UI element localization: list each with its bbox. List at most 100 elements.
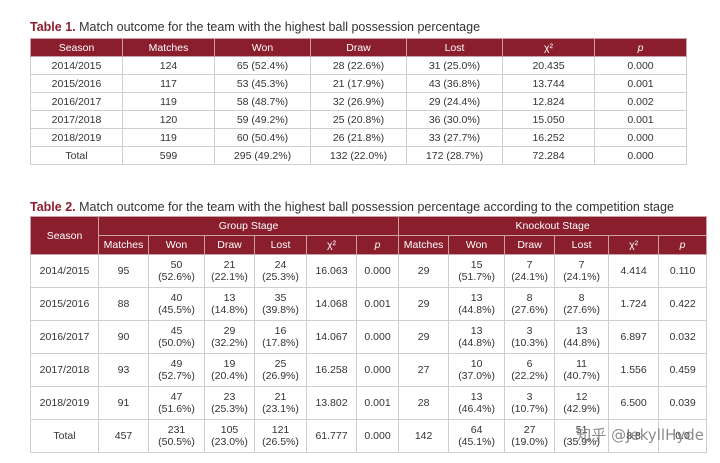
table2-cell-line: (24.1%) <box>511 271 548 283</box>
table2-cell: 6.897 <box>608 320 660 354</box>
table1-cell: Total <box>30 146 123 165</box>
table1-cell: 72.284 <box>502 146 595 165</box>
table2-cell: 13 (44.8%) <box>554 320 610 354</box>
table2-cell: 8 (27.6%) <box>504 287 556 321</box>
table2-cell-line: 10 <box>470 358 483 370</box>
table2-cell-line: (37.0%) <box>458 370 495 382</box>
table2-label: Table 2. <box>30 200 76 214</box>
table2-cell-line: 15 <box>470 259 483 271</box>
table2-cell-line: 0.032 <box>669 331 696 343</box>
table2-cell: 95 <box>98 254 149 288</box>
table2-cell-line: (51.6%) <box>158 403 195 415</box>
table2-cell: 21 (23.1%) <box>254 386 307 420</box>
table2-cell: 90 <box>98 320 149 354</box>
table2-cell: 45 (50.0%) <box>148 320 205 354</box>
table2-cell: 21 (22.1%) <box>204 254 255 288</box>
table-row: 2016/2017 119 58 (48.7%) 32 (26.9%) 29 (24.4… <box>30 92 687 111</box>
table2-cell: 16.258 <box>306 353 357 387</box>
table2-cell-line: 29 <box>417 265 430 277</box>
table2-cell: 6 (22.2%) <box>504 353 556 387</box>
table2-cell-line: 0.0 <box>675 430 690 442</box>
table2-cell-line: (44.8%) <box>458 304 495 316</box>
table2-cell-line: 0.110 <box>669 265 696 277</box>
table2-cell-line: 16.258 <box>315 364 348 376</box>
table1-cell: 15.050 <box>502 110 595 129</box>
table2-cell-line: 0.001 <box>364 298 391 310</box>
table2-cell-line: (35.9%) <box>563 436 600 448</box>
table2-subheader-cell: χ² <box>306 235 357 255</box>
table-row: Total 457 231 (50.5%) 105 (23.0%) 121 (26.5%) 61… <box>30 419 708 453</box>
table1-cell: 28 (22.6%) <box>310 56 407 75</box>
table2-season-header: Season <box>30 216 99 255</box>
table1-cell: 172 (28.7%) <box>406 146 503 165</box>
table2-cell: 10 (37.0%) <box>448 353 506 387</box>
table2-subheader-cell: Lost <box>254 235 307 255</box>
table2-cell-line: 7 <box>578 259 585 271</box>
table2-cell: 142 <box>398 419 450 453</box>
table2-cell-line: 6.897 <box>620 331 647 343</box>
table2-cell: 0.0 <box>658 419 708 453</box>
table2-cell-line: 8.8 <box>626 430 641 442</box>
table2-cell-line: (27.6%) <box>563 304 600 316</box>
table2-cell-line: 21 <box>274 391 287 403</box>
table2-cell-line: 3 <box>526 325 533 337</box>
table2-cell-line: 6 <box>526 358 533 370</box>
table-row: 2016/2017 90 45 (50.0%) 29 (32.2%) 16 (17.8%) 14… <box>30 320 708 354</box>
table1-header-cell: Matches <box>122 38 215 57</box>
table2-cell-line: 27 <box>417 364 430 376</box>
table2-cell-line: 40 <box>170 292 183 304</box>
table2-cell: 12 (42.9%) <box>554 386 610 420</box>
table2-cell-line: 61.777 <box>315 430 348 442</box>
table-row: 2017/2018 93 49 (52.7%) 19 (20.4%) 25 (26.9%) 16… <box>30 353 708 387</box>
table2-cell-line: 28 <box>417 397 430 409</box>
table2-cell-line: 45 <box>170 325 183 337</box>
table1-cell: 0.000 <box>594 128 687 147</box>
table2-cell: 0.000 <box>355 353 400 387</box>
table2-subheader-cell: Draw <box>204 235 255 255</box>
table2-cell: 1.724 <box>608 287 660 321</box>
table1-cell: 58 (48.7%) <box>214 92 311 111</box>
table2-cell: 7 (24.1%) <box>504 254 556 288</box>
table2-cell: 13 (44.8%) <box>448 320 506 354</box>
table2-cell: 0.422 <box>658 287 708 321</box>
table2-cell: 29 <box>398 254 450 288</box>
table2: Season Group Stage Knockout Stage Matche… <box>30 216 708 453</box>
table2-cell: 0.039 <box>658 386 708 420</box>
table2-cell-line: 51 <box>575 424 588 436</box>
table2-subheader-cell: p <box>355 235 400 255</box>
table1-header-cell: Draw <box>310 38 407 57</box>
table2-cell: 0.001 <box>355 287 400 321</box>
table2-group-header-row: Season Group Stage Knockout Stage <box>30 216 708 255</box>
table2-cell: 24 (25.3%) <box>254 254 307 288</box>
table2-season-cell: Total <box>30 419 99 453</box>
table1-cell: 295 (49.2%) <box>214 146 311 165</box>
table2-cell: 40 (45.5%) <box>148 287 205 321</box>
table2-cell: 13 (44.8%) <box>448 287 506 321</box>
table2-cell-line: 29 <box>417 298 430 310</box>
table2-body: 2014/2015 95 50 (52.6%) 21 (22.1%) 24 (25.3%) 16… <box>30 254 708 453</box>
table2-cell: 29 <box>398 287 450 321</box>
table1-cell: 53 (45.3%) <box>214 74 311 93</box>
table1: Season Matches Won Draw Lost χ² p 2014/2015 124… <box>30 38 687 165</box>
table2-cell-line: (22.2%) <box>511 370 548 382</box>
table2-cell-line: (50.0%) <box>158 337 195 349</box>
watermark: 知乎 @JekyllHyde <box>576 426 704 444</box>
table2-cell-line: 21 <box>223 259 236 271</box>
table2-group-stage-header: Group Stage <box>97 216 400 236</box>
table2-cell-line: 1.556 <box>620 364 647 376</box>
table1-cell: 124 <box>122 56 215 75</box>
table2-cell-line: (14.8%) <box>211 304 248 316</box>
table2-cell: 88 <box>98 287 149 321</box>
table2-cell: 16.063 <box>306 254 357 288</box>
table2-cell: 13 (14.8%) <box>204 287 255 321</box>
table-row: 2018/2019 119 60 (50.4%) 26 (21.8%) 33 (27.7… <box>30 128 687 147</box>
table2-cell-line: 4.414 <box>620 265 647 277</box>
table1-cell: 16.252 <box>502 128 595 147</box>
table1-body: 2014/2015 124 65 (52.4%) 28 (22.6%) 31 (25.0… <box>30 56 687 165</box>
table2-cell-line: 13 <box>223 292 236 304</box>
table2-season-cell: 2015/2016 <box>30 287 99 321</box>
table2-cell: 29 <box>398 320 450 354</box>
table2-cell-line: (23.1%) <box>262 403 299 415</box>
table2-cell-line: (52.6%) <box>158 271 195 283</box>
table2-subheader-cell: p <box>658 235 708 255</box>
